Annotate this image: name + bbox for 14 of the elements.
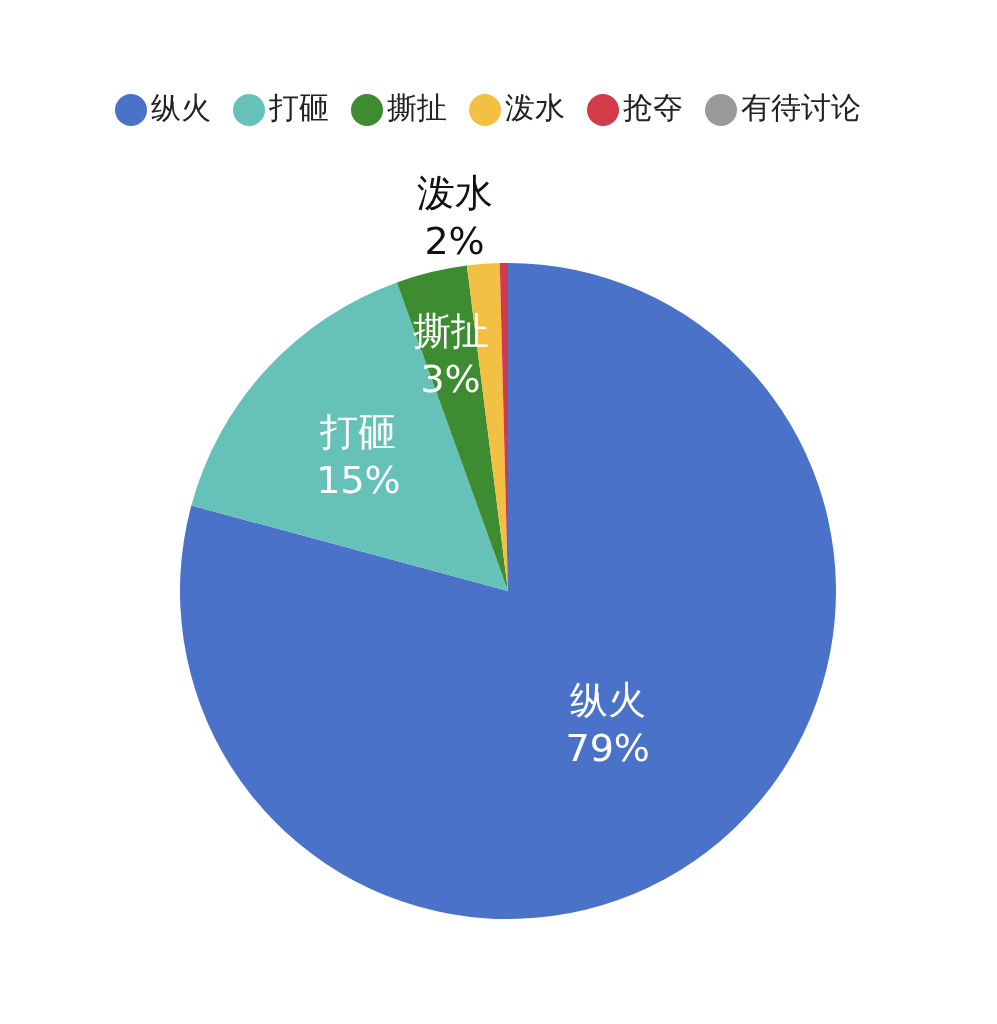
legend-label: 撕扯 — [386, 90, 447, 125]
data-label: 2% — [424, 219, 485, 264]
legend-label: 打砸 — [268, 90, 329, 125]
slice-label: 纵火 — [569, 678, 646, 723]
slice-label: 泼水 — [416, 171, 493, 216]
legend-label: 抢夺 — [622, 90, 683, 125]
data-label: 15% — [316, 458, 401, 503]
data-label: 79% — [565, 726, 650, 771]
legend-label: 泼水 — [504, 90, 565, 125]
legend-label: 有待讨论 — [740, 90, 861, 125]
pie-slice — [180, 263, 836, 919]
legend-label: 纵火 — [150, 90, 211, 125]
slice-label: 打砸 — [319, 410, 397, 455]
pie-slice — [191, 282, 508, 591]
